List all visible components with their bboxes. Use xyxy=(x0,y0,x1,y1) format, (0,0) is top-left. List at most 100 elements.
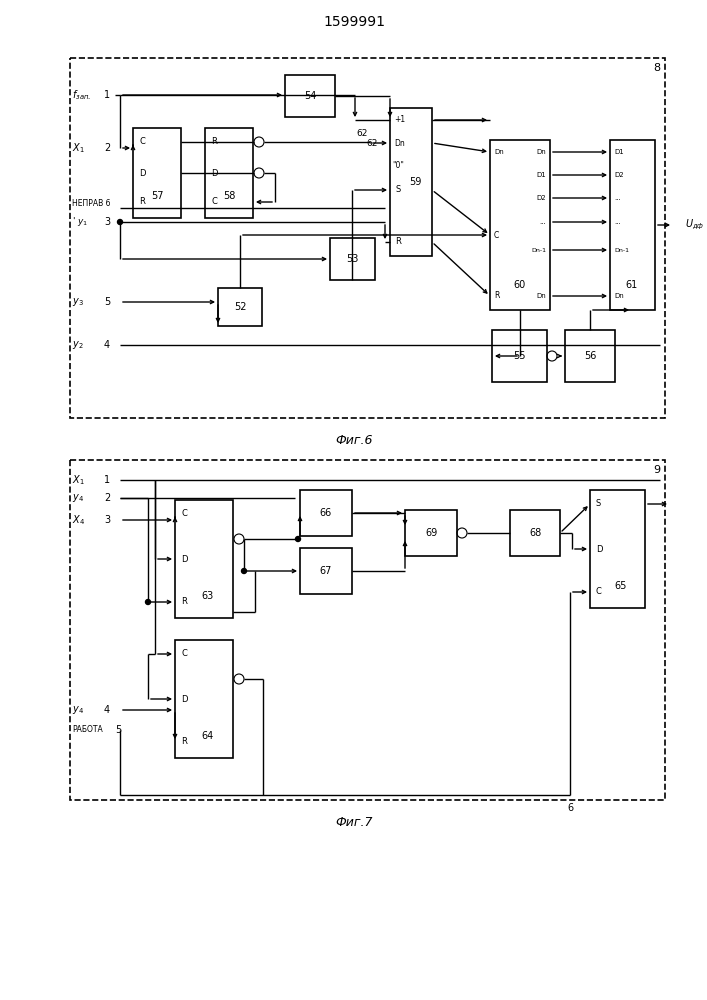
Text: ...: ... xyxy=(539,219,546,225)
Text: 64: 64 xyxy=(202,731,214,741)
Text: C: C xyxy=(596,587,602,596)
Text: ...: ... xyxy=(614,219,621,225)
Text: НЕПРАВ 6: НЕПРАВ 6 xyxy=(72,198,110,208)
Text: ' $y_1$: ' $y_1$ xyxy=(72,216,88,229)
Bar xyxy=(70,58,665,418)
Text: 2: 2 xyxy=(104,493,110,503)
Text: 63: 63 xyxy=(202,591,214,601)
Text: $y_2$: $y_2$ xyxy=(72,339,83,351)
Text: 60: 60 xyxy=(514,280,526,290)
Text: Dn: Dn xyxy=(536,293,546,299)
Text: Dn: Dn xyxy=(494,149,504,155)
Text: D: D xyxy=(181,554,187,564)
Text: 62: 62 xyxy=(366,138,378,147)
Bar xyxy=(300,548,352,594)
Text: Фиг.6: Фиг.6 xyxy=(335,434,373,446)
Text: R: R xyxy=(139,198,145,207)
Text: 55: 55 xyxy=(513,351,525,361)
Text: 59: 59 xyxy=(409,177,421,187)
Text: 61: 61 xyxy=(626,280,638,290)
Bar xyxy=(205,128,253,218)
Text: РАБОТА: РАБОТА xyxy=(72,726,103,734)
Circle shape xyxy=(146,599,151,604)
Text: Dn-1: Dn-1 xyxy=(531,247,546,252)
Text: 54: 54 xyxy=(304,91,316,101)
Text: 1: 1 xyxy=(104,90,110,100)
Circle shape xyxy=(242,568,247,574)
Text: 57: 57 xyxy=(151,191,163,201)
Text: Dn-1: Dn-1 xyxy=(614,247,629,252)
Text: 52: 52 xyxy=(234,302,246,312)
Text: $y_4$: $y_4$ xyxy=(72,492,84,504)
Text: 2: 2 xyxy=(104,143,110,153)
Text: 69: 69 xyxy=(425,528,437,538)
Text: 1599991: 1599991 xyxy=(323,15,385,29)
Text: 1: 1 xyxy=(104,475,110,485)
Text: D2: D2 xyxy=(614,172,624,178)
Text: R: R xyxy=(494,292,499,300)
Bar xyxy=(492,330,547,382)
Text: S: S xyxy=(596,499,601,508)
Text: $y_3$: $y_3$ xyxy=(72,296,84,308)
Text: Фиг.7: Фиг.7 xyxy=(335,816,373,828)
Bar xyxy=(510,510,560,556)
Bar xyxy=(610,140,655,310)
Bar xyxy=(175,500,233,618)
Text: C: C xyxy=(211,198,217,207)
Text: $X_1$: $X_1$ xyxy=(72,141,85,155)
Text: 8: 8 xyxy=(653,63,660,73)
Text: D2: D2 xyxy=(537,195,546,201)
Text: D1: D1 xyxy=(536,172,546,178)
Text: Dn: Dn xyxy=(614,293,624,299)
Text: C: C xyxy=(181,650,187,658)
Bar xyxy=(285,75,335,117)
Text: D: D xyxy=(181,694,187,704)
Text: 3: 3 xyxy=(104,515,110,525)
Bar xyxy=(300,490,352,536)
Text: 62: 62 xyxy=(356,128,368,137)
Bar xyxy=(175,640,233,758)
Bar xyxy=(330,238,375,280)
Bar xyxy=(70,460,665,800)
Text: 67: 67 xyxy=(320,566,332,576)
Text: 4: 4 xyxy=(104,340,110,350)
Circle shape xyxy=(117,220,122,225)
Text: 4: 4 xyxy=(104,705,110,715)
Text: R: R xyxy=(181,738,187,746)
Text: D: D xyxy=(596,544,602,554)
Text: $X_4$: $X_4$ xyxy=(72,513,85,527)
Text: 58: 58 xyxy=(223,191,235,201)
Text: D: D xyxy=(211,168,218,178)
Text: 6: 6 xyxy=(567,803,573,813)
Text: C: C xyxy=(494,231,499,239)
Text: 56: 56 xyxy=(584,351,596,361)
Text: 9: 9 xyxy=(653,465,660,475)
Text: D1: D1 xyxy=(614,149,624,155)
Text: R: R xyxy=(211,137,217,146)
Text: R: R xyxy=(395,237,401,246)
Text: "0": "0" xyxy=(392,161,404,170)
Text: D: D xyxy=(139,168,146,178)
Text: 3: 3 xyxy=(104,217,110,227)
Text: C: C xyxy=(181,510,187,518)
Bar xyxy=(590,490,645,608)
Text: $X_1$: $X_1$ xyxy=(72,473,85,487)
Text: +1: +1 xyxy=(394,115,405,124)
Text: R: R xyxy=(181,597,187,606)
Text: 5: 5 xyxy=(104,297,110,307)
Circle shape xyxy=(296,536,300,542)
Bar xyxy=(405,510,457,556)
Bar xyxy=(390,108,432,256)
Bar xyxy=(218,288,262,326)
Text: S: S xyxy=(395,186,400,194)
Text: 5: 5 xyxy=(115,725,121,735)
Text: $y_4$: $y_4$ xyxy=(72,704,84,716)
Text: Dn: Dn xyxy=(536,149,546,155)
Text: 66: 66 xyxy=(320,508,332,518)
Text: 53: 53 xyxy=(346,254,358,264)
Text: ...: ... xyxy=(614,195,621,201)
Text: 68: 68 xyxy=(529,528,541,538)
Bar xyxy=(490,140,550,310)
Bar xyxy=(133,128,181,218)
Text: 65: 65 xyxy=(615,581,627,591)
